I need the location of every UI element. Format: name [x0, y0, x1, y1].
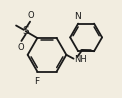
- Text: N: N: [74, 12, 81, 21]
- Text: O: O: [18, 43, 24, 52]
- Text: F: F: [34, 77, 39, 86]
- Text: NH: NH: [74, 55, 87, 64]
- Text: S: S: [22, 26, 29, 36]
- Text: O: O: [27, 11, 34, 20]
